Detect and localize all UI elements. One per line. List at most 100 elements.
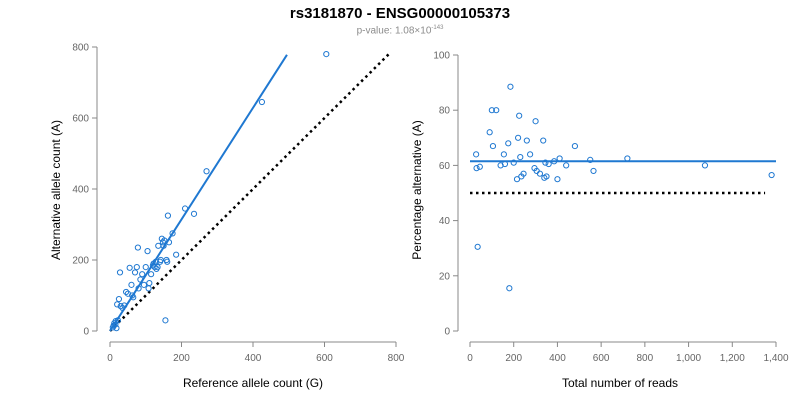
data-point [126,264,133,271]
data-point [542,159,549,166]
y-tick-label: 800 [72,43,89,54]
data-point [148,271,155,278]
y-axis-title: Percentage alternative (A) [410,120,424,259]
y-tick-label: 60 [439,161,451,172]
x-tick-label: 0 [467,353,473,364]
data-point [157,256,164,264]
x-tick-label: 400 [245,353,262,364]
data-point [134,244,141,251]
x-tick-label: 0 [107,353,113,364]
data-point [701,162,709,169]
data-point [527,151,534,158]
data-point [122,288,130,296]
x-tick-label: 200 [505,353,522,364]
data-point [323,51,330,58]
data-point [506,285,513,292]
y-tick-label: 400 [72,185,89,196]
data-point [473,151,480,158]
fit-line [109,54,288,332]
x-tick-label: 800 [637,353,654,364]
y-tick-label: 40 [439,216,451,227]
x-tick-label: 400 [549,353,566,364]
y-tick-label: 100 [433,51,450,62]
x-tick-label: 600 [316,353,333,364]
data-point [114,301,121,308]
data-point [159,239,167,246]
right-scatter-panel: 0 200 400 600 800 1,000 1,200 1,400 0 20 40 60 80 100… [410,51,789,391]
data-point [590,167,597,175]
data-point [140,281,148,288]
y-tick-label: 80 [439,106,451,117]
y-tick-label: 20 [439,271,451,282]
x-axis-title: Reference allele count (G) [183,376,323,390]
data-point [164,258,171,265]
x-tick-label: 1,000 [676,353,701,364]
data-point [258,98,266,106]
data-point [540,137,547,144]
data-point [474,243,481,250]
data-point [563,162,570,169]
data-point [115,295,123,303]
data-point [203,168,210,175]
data-point [154,264,161,271]
data-point [493,107,500,114]
pvalue-exponent: -143 [431,25,444,31]
y-tick-label: 600 [72,114,89,125]
data-point [543,173,550,180]
x-tick-label: 1,200 [720,353,745,364]
data-point [145,285,152,292]
data-point [476,163,483,170]
y-axis-title: Alternative allele count (A) [49,120,63,260]
data-point [517,154,524,161]
chart-title: rs3181870 - ENSG00000105373 [289,5,511,22]
data-point [128,281,135,288]
data-point [139,271,146,278]
reference-line [109,53,390,332]
data-point [532,118,539,125]
data-point [523,137,530,144]
data-point [113,325,120,332]
y-tick-label: 0 [83,327,89,338]
data-point [571,142,579,150]
x-tick-label: 1,400 [763,353,788,364]
data-point [513,176,521,183]
data-point [146,279,153,287]
data-point [116,269,124,276]
data-point [162,317,169,324]
data-point [520,170,527,177]
pvalue-mantissa: 1.08×10 [394,25,432,37]
data-point [536,170,544,177]
data-point [488,107,495,114]
data-point [489,142,497,150]
data-point [768,171,775,179]
data-point [516,112,523,119]
x-axis-title: Total number of reads [562,376,678,390]
data-point [514,134,522,141]
data-point [131,269,139,276]
data-point [142,264,149,271]
data-point [117,303,124,310]
data-point [505,140,512,147]
chart-subtitle: p-value: 1.08×10-143 [0,25,800,36]
y-tick-label: 0 [444,327,450,338]
data-point [554,176,561,183]
data-point [587,156,594,163]
data-point [486,129,493,136]
data-point [173,251,180,258]
x-tick-label: 200 [173,353,190,364]
data-point [169,230,176,237]
data-point [510,159,517,166]
y-tick-label: 200 [72,256,89,267]
data-point [155,242,162,249]
x-tick-label: 600 [593,353,610,364]
data-point [164,212,172,219]
data-point [507,83,514,90]
data-point [190,210,198,217]
data-point [500,151,507,158]
data-point [144,248,151,255]
x-tick-label: 800 [388,353,405,364]
data-point [133,264,140,271]
left-scatter-panel: 0 200 400 600 800 0 200 400 600 800 Reference alle… [49,43,405,391]
data-point [473,165,480,172]
